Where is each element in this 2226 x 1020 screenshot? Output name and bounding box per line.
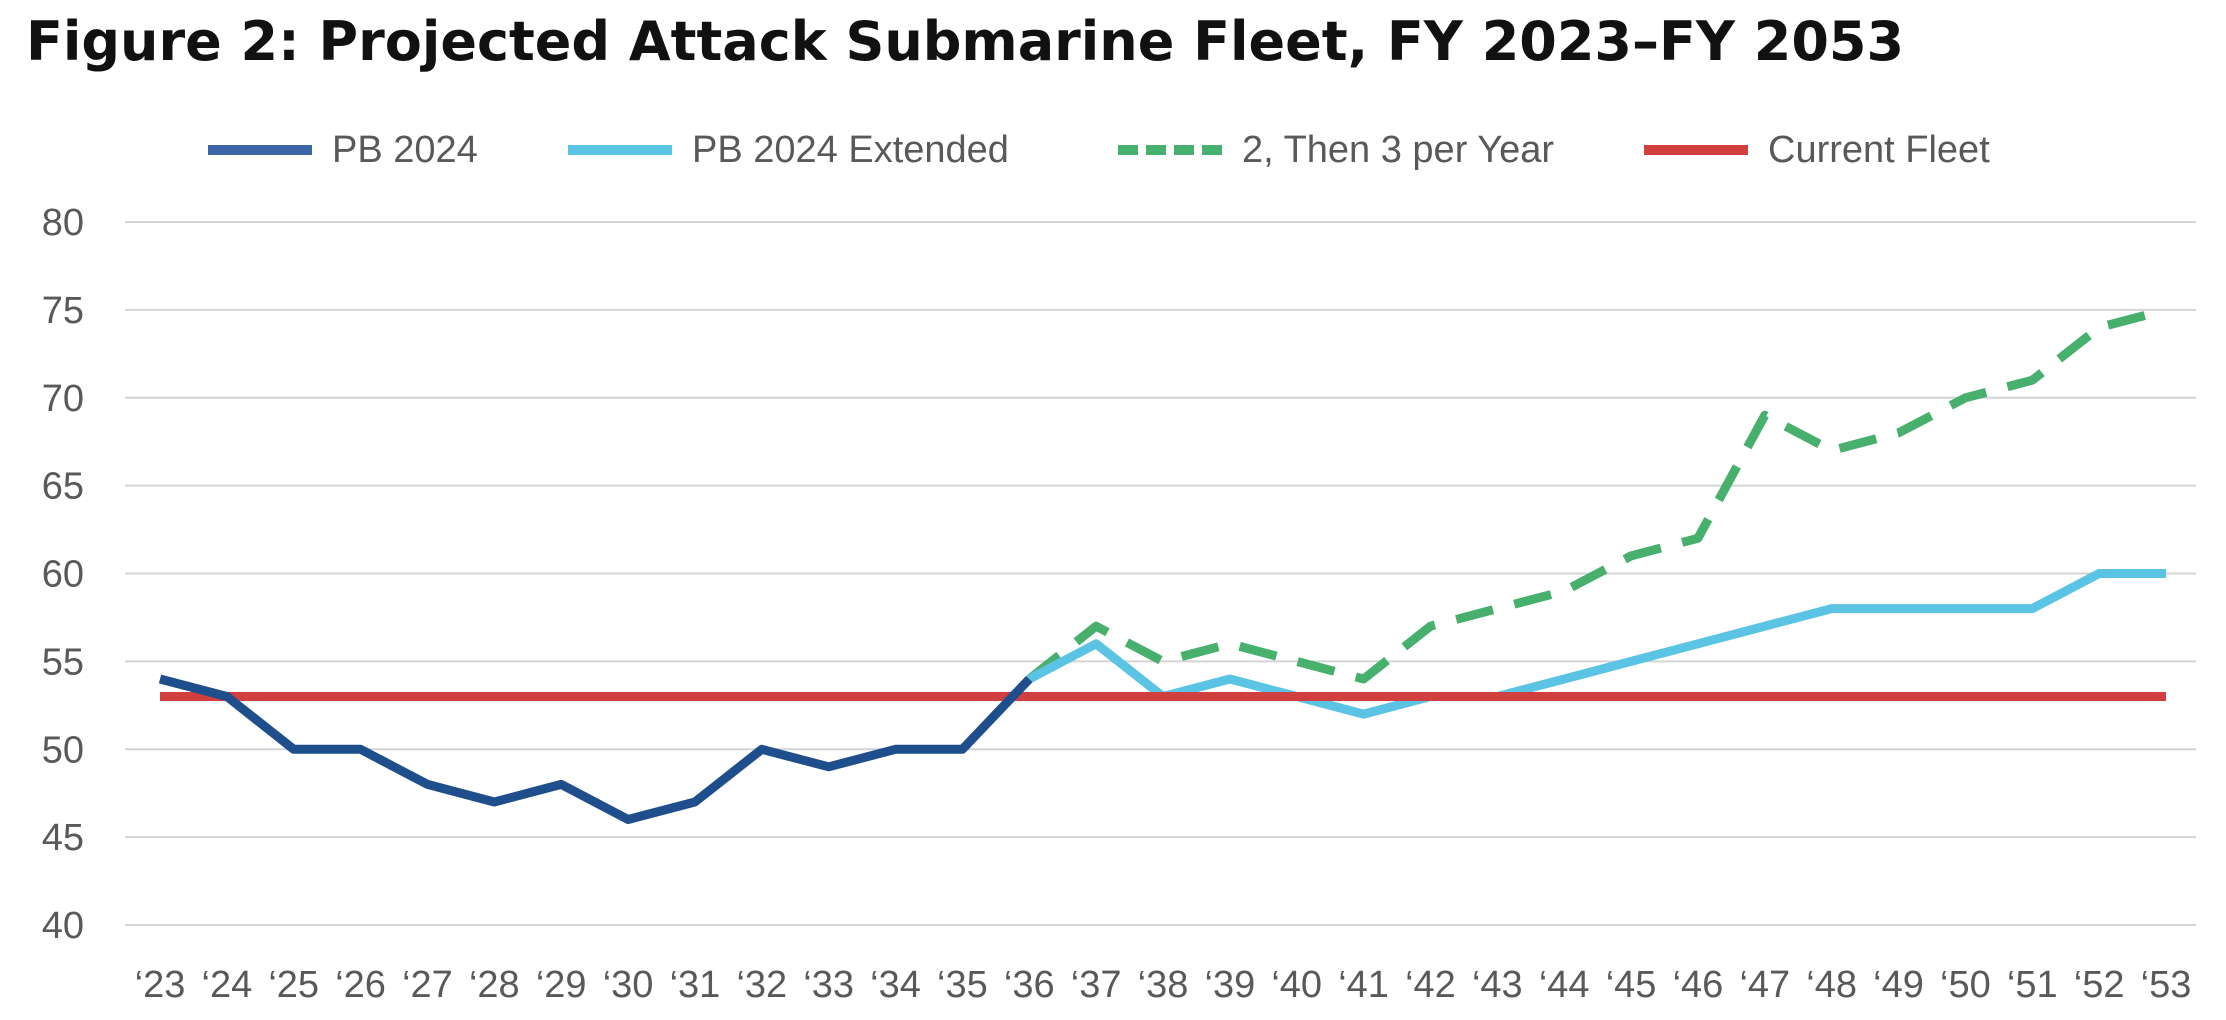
y-tick-label-40: 40 [42,905,84,947]
x-tick-label-27: ‘27 [402,964,453,1006]
x-tick-label-38: ‘38 [1138,964,1189,1006]
x-tick-label-47: ‘47 [1739,964,1790,1006]
x-tick-label-28: ‘28 [469,964,520,1006]
legend-label-pb-2024-extended: PB 2024 Extended [692,128,1009,171]
legend-swatch-pb-2024 [208,145,312,155]
x-tick-label-48: ‘48 [1806,964,1857,1006]
legend-item-2-then-3-per-year: 2, Then 3 per Year [1118,120,1554,180]
y-tick-label-50: 50 [42,729,84,771]
x-tick-label-25: ‘25 [268,964,319,1006]
x-tick-label-50: ‘50 [1940,964,1991,1006]
x-tick-label-46: ‘46 [1673,964,1724,1006]
x-tick-label-31: ‘31 [670,964,721,1006]
legend-swatch-2-then-3-per-year [1118,145,1222,155]
legend-swatch-current-fleet [1644,145,1748,155]
y-tick-label-75: 75 [42,290,84,332]
x-tick-label-42: ‘42 [1405,964,1456,1006]
x-tick-label-34: ‘34 [870,964,921,1006]
x-tick-label-53: ‘53 [2141,964,2192,1006]
x-tick-label-32: ‘32 [736,964,787,1006]
series-line-2-then-3-per-year [1026,305,2168,684]
y-tick-label-80: 80 [42,202,84,244]
legend: PB 2024 PB 2024 Extended 2, Then 3 per Y… [0,120,2226,180]
legend-swatch-pb-2024-extended [568,145,672,155]
x-tick-label-45: ‘45 [1606,964,1657,1006]
x-tick-label-33: ‘33 [803,964,854,1006]
series-line-pb-2024-extended [1027,569,2166,719]
x-tick-label-49: ‘49 [1873,964,1924,1006]
x-tick-label-26: ‘26 [335,964,386,1006]
x-tick-label-36: ‘36 [1004,964,1055,1006]
y-tick-label-60: 60 [42,554,84,596]
x-tick-label-23: ‘23 [135,964,186,1006]
legend-item-current-fleet: Current Fleet [1644,120,1990,180]
x-tick-label-40: ‘40 [1271,964,1322,1006]
legend-label-current-fleet: Current Fleet [1768,128,1990,171]
x-tick-label-29: ‘29 [536,964,587,1006]
x-tick-label-39: ‘39 [1205,964,1256,1006]
legend-item-pb-2024: PB 2024 [208,120,478,180]
legend-label-2-then-3-per-year: 2, Then 3 per Year [1242,128,1554,171]
x-tick-label-30: ‘30 [603,964,654,1006]
x-tick-label-41: ‘41 [1338,964,1389,1006]
legend-item-pb-2024-extended: PB 2024 Extended [568,120,1009,180]
y-tick-label-55: 55 [42,641,84,683]
x-tick-label-52: ‘52 [2074,964,2125,1006]
x-tick-label-35: ‘35 [937,964,988,1006]
x-tick-label-44: ‘44 [1539,964,1590,1006]
x-tick-label-37: ‘37 [1071,964,1122,1006]
series-line-pb-2024 [158,674,1033,824]
chart-title: Figure 2: Projected Attack Submarine Fle… [26,10,1905,73]
legend-label-pb-2024: PB 2024 [332,128,478,171]
x-tick-label-24: ‘24 [202,964,253,1006]
x-tick-label-43: ‘43 [1472,964,1523,1006]
y-tick-label-45: 45 [42,817,84,859]
y-tick-label-65: 65 [42,466,84,508]
y-tick-label-70: 70 [42,378,84,420]
x-tick-label-51: ‘51 [2007,964,2058,1006]
